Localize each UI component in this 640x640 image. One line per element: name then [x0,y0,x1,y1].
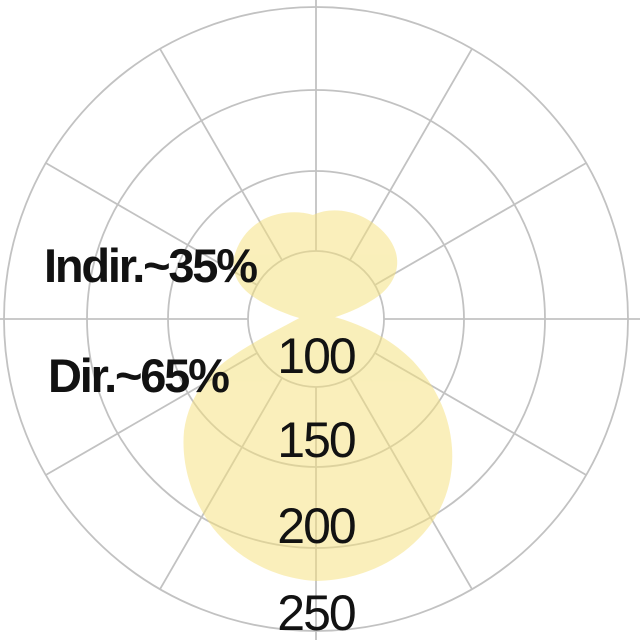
grid-radial-line [374,162,587,286]
indirect-share-label: Indir.~35% [44,239,257,292]
direct-share-label: Dir.~65% [48,349,229,402]
radial-tick-label-250: 250 [277,585,355,640]
radial-tick-label-150: 150 [277,412,355,468]
grid-radial-line [45,162,258,286]
radial-tick-label-200: 200 [277,498,355,554]
radial-tick-label-100: 100 [277,328,355,384]
direct-lobe [183,312,453,581]
radial-tick-labels: 100 150 200 250 [277,328,357,640]
indirect-lobe [233,210,398,323]
light-distribution-lobes [183,210,453,581]
